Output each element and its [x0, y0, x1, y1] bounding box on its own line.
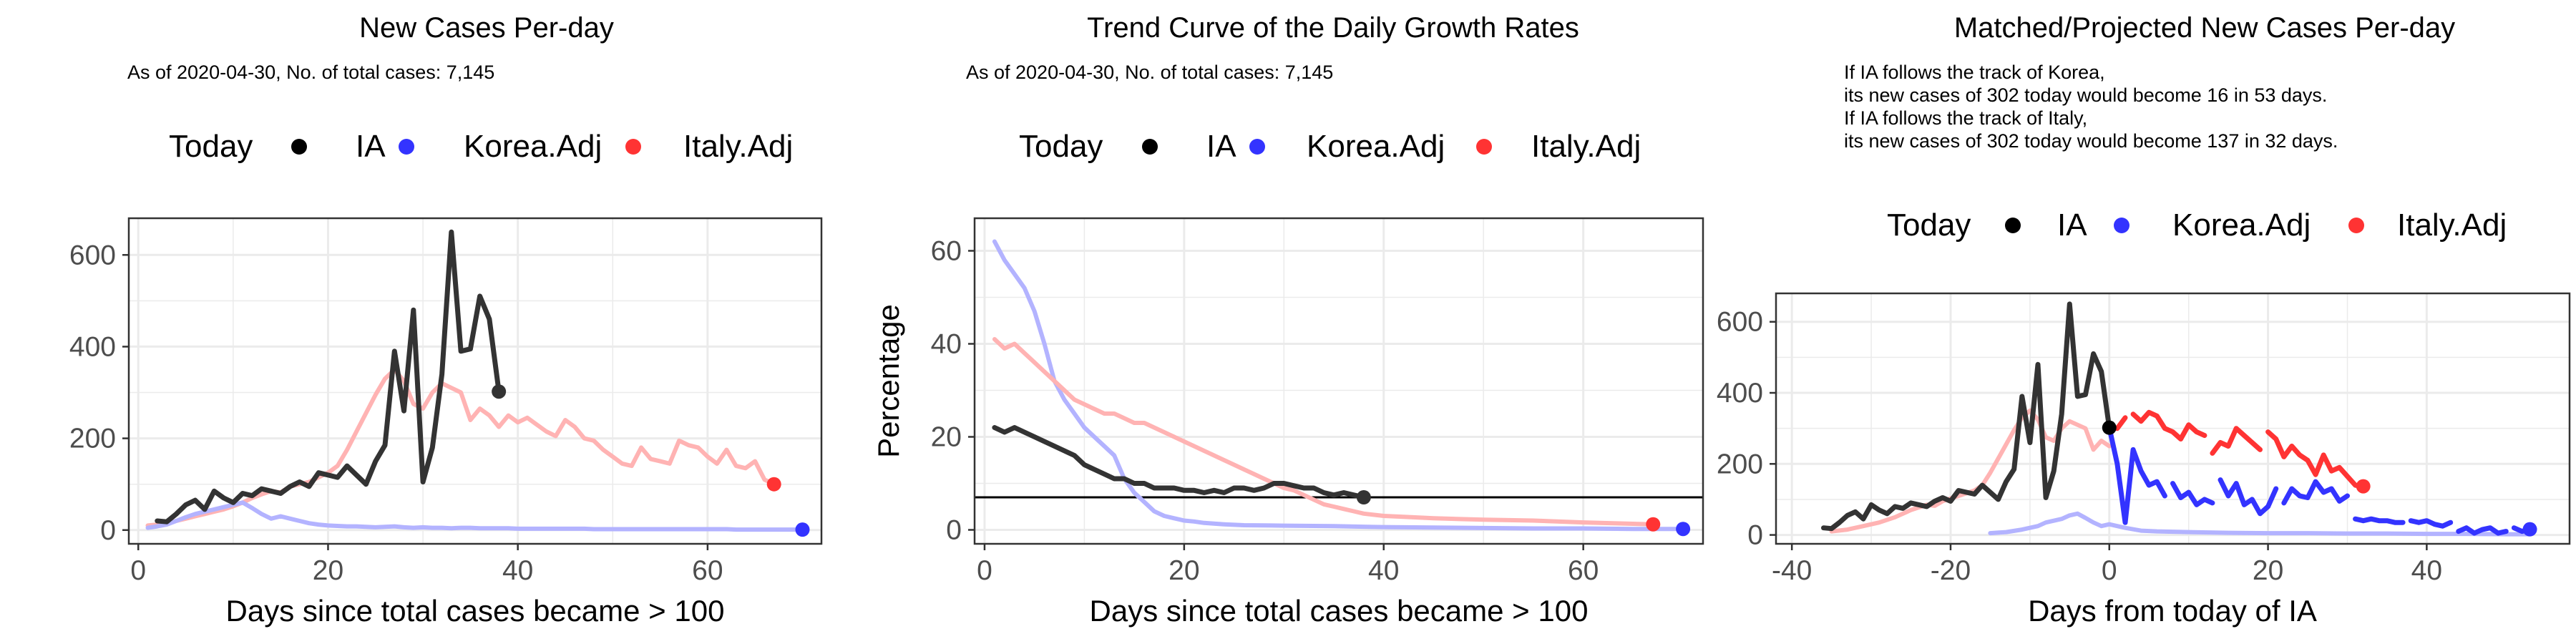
series-line-ia: [155, 229, 502, 525]
x-tick-label: 60: [692, 555, 723, 586]
plot-area: [975, 218, 1703, 544]
chart-subtitle-line: If IA follows the track of Italy,: [1844, 107, 2087, 129]
legend-dot: [2005, 218, 2021, 233]
x-axis-title: Days since total cases became > 100: [1090, 594, 1589, 628]
x-tick-label: 40: [1368, 555, 1399, 586]
chart-title: Trend Curve of the Daily Growth Rates: [1087, 12, 1579, 44]
x-tick-label: 20: [313, 555, 343, 586]
x-tick-label: -40: [1772, 555, 1812, 586]
projection-line-korea-adj: [2218, 477, 2279, 517]
x-tick-label: -20: [1931, 555, 1971, 586]
projection-line-korea-adj: [2408, 518, 2454, 529]
y-tick-label: 200: [69, 424, 116, 454]
legend-dot: [1249, 139, 1265, 155]
x-tick-label: 40: [2411, 555, 2442, 586]
plot-area: [129, 218, 821, 544]
chart-subtitle-line: As of 2020-04-30, No. of total cases: 7,…: [127, 62, 494, 83]
y-tick-label: 0: [946, 515, 962, 546]
series-line-ia: [992, 425, 1367, 500]
legend-dot: [1476, 139, 1492, 155]
legend-dot: [1142, 139, 1158, 155]
legend-dot: [2114, 218, 2129, 233]
legend-label: IA: [2057, 208, 2087, 243]
chart-panel-middle: Trend Curve of the Daily Growth Rates As …: [872, 12, 1704, 628]
series-line-italy-adj: [992, 337, 1656, 527]
legend-label: Italy.Adj: [683, 129, 793, 164]
series-line-korea-adj: [992, 239, 1686, 532]
legend-label: Today: [1887, 208, 1971, 243]
x-tick-label: 20: [1169, 555, 1199, 586]
series-line-italy-adj: [1829, 408, 2112, 534]
y-tick-label: 600: [69, 240, 116, 270]
today-marker: [2522, 522, 2537, 537]
y-axis-title: Percentage: [872, 304, 905, 458]
y-tick-label: 0: [1747, 520, 1763, 551]
today-marker: [1646, 517, 1661, 532]
chart-title: New Cases Per-day: [359, 12, 614, 44]
legend-label: Korea.Adj: [2172, 208, 2311, 243]
legend-dot: [625, 139, 641, 155]
x-axis-title: Days from today of IA: [2028, 594, 2317, 628]
legend-label: Today: [1019, 129, 1103, 164]
x-tick-label: 0: [2102, 555, 2117, 586]
projection-line-korea-adj: [2281, 479, 2350, 506]
gridlines: [1776, 293, 2570, 544]
legend-label: IA: [356, 129, 386, 164]
gridlines: [975, 218, 1703, 544]
y-tick-label: 200: [1717, 449, 1763, 479]
chart-subtitle-line: its new cases of 302 today would become …: [1844, 130, 2338, 152]
legend-label: IA: [1206, 129, 1236, 164]
legend-label: Today: [169, 129, 253, 164]
chart-title: Matched/Projected New Cases Per-day: [1954, 12, 2455, 44]
today-marker: [492, 384, 507, 399]
plot-border: [973, 217, 1704, 545]
legend-label: Italy.Adj: [2397, 208, 2507, 243]
chart-subtitle-line: As of 2020-04-30, No. of total cases: 7,…: [966, 62, 1333, 83]
y-tick-label: 0: [100, 515, 116, 546]
series-line-korea-adj: [1988, 511, 2532, 537]
chart-subtitle-line: its new cases of 302 today would become …: [1844, 84, 2327, 106]
chart-subtitle-line: If IA follows the track of Korea,: [1844, 62, 2105, 83]
plot-border: [1775, 292, 2571, 545]
projection-line-korea-adj: [2456, 525, 2509, 536]
x-axis-title: Days since total cases became > 100: [226, 594, 725, 628]
x-tick-label: 0: [977, 555, 992, 586]
projection-line-italy-adj: [2130, 409, 2207, 441]
legend-label: Italy.Adj: [1531, 129, 1641, 164]
legend-dot: [399, 139, 414, 155]
legend-dot: [2348, 218, 2364, 233]
y-tick-label: 40: [931, 329, 962, 360]
y-tick-label: 400: [69, 331, 116, 362]
y-tick-label: 600: [1717, 307, 1763, 338]
projection-line-korea-adj: [2107, 425, 2167, 525]
today-marker: [2356, 479, 2371, 494]
projection-line-korea-adj: [2353, 516, 2406, 525]
chart-panel-right: Matched/Projected New Cases Per-day If IA…: [1717, 12, 2571, 628]
x-tick-label: 0: [130, 555, 146, 586]
y-tick-label: 60: [931, 236, 962, 267]
projection-line-italy-adj: [2265, 429, 2366, 489]
series-line-korea-adj: [145, 500, 805, 532]
x-tick-label: 40: [502, 555, 533, 586]
y-tick-label: 20: [931, 422, 962, 453]
legend-label: Korea.Adj: [1307, 129, 1445, 164]
series-line-ia: [1821, 301, 2112, 532]
today-marker: [1676, 522, 1691, 537]
x-tick-label: 60: [1568, 555, 1599, 586]
legend-label: Korea.Adj: [464, 129, 602, 164]
legend-dot: [291, 139, 307, 155]
chart-panel-left: New Cases Per-day As of 2020-04-30, No. o…: [69, 12, 823, 628]
projection-line-italy-adj: [2210, 426, 2263, 456]
x-tick-label: 20: [2253, 555, 2283, 586]
today-marker: [1356, 490, 1371, 504]
projection-line-korea-adj: [2170, 481, 2215, 507]
today-marker: [795, 522, 810, 537]
y-tick-label: 400: [1717, 378, 1763, 409]
plot-border: [127, 217, 823, 545]
today-marker: [766, 477, 781, 492]
today-marker: [2102, 420, 2117, 435]
